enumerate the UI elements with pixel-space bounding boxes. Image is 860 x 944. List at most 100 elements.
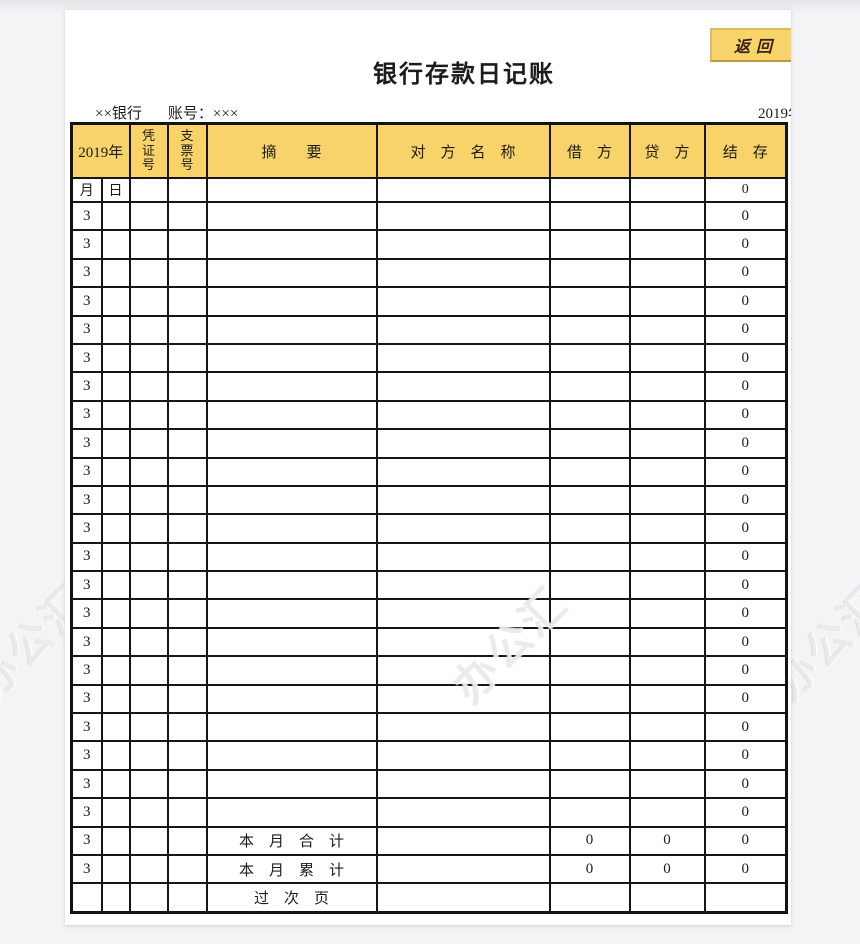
- cell-month[interactable]: 3: [70, 768, 103, 800]
- cell-summary[interactable]: [205, 541, 378, 573]
- cell-check[interactable]: [166, 200, 208, 232]
- cell-day[interactable]: [100, 768, 131, 800]
- cell-counterparty[interactable]: [375, 484, 551, 516]
- cell-balance[interactable]: 0: [703, 314, 788, 345]
- cell-debit[interactable]: [548, 797, 631, 828]
- cell-month[interactable]: 3: [70, 314, 103, 345]
- cell-debit[interactable]: [548, 740, 631, 771]
- cell-balance[interactable]: 0: [703, 740, 788, 771]
- header-cell-counterparty[interactable]: 对 方 名 称: [375, 122, 551, 179]
- cell-counterparty[interactable]: [375, 513, 551, 544]
- cell-voucher[interactable]: [128, 825, 169, 856]
- cell-balance[interactable]: 0: [703, 683, 788, 715]
- cell-balance[interactable]: 0: [703, 626, 788, 658]
- cell-check[interactable]: [166, 314, 208, 345]
- header-cell-credit[interactable]: 贷 方: [628, 122, 706, 179]
- cell-balance[interactable]: 0: [703, 655, 788, 686]
- cell-credit[interactable]: [628, 655, 706, 686]
- cell-month[interactable]: 3: [70, 342, 103, 374]
- cell-summary[interactable]: [205, 712, 378, 743]
- cell-debit[interactable]: [548, 342, 631, 374]
- cell-month[interactable]: 3: [70, 513, 103, 544]
- cell-check[interactable]: [166, 570, 208, 601]
- cell-counterparty[interactable]: [375, 712, 551, 743]
- cell-month[interactable]: 3: [70, 428, 103, 459]
- cell-month[interactable]: 3: [70, 484, 103, 516]
- cell-debit[interactable]: [548, 598, 631, 629]
- cell-check[interactable]: [166, 399, 208, 431]
- cell-summary[interactable]: [205, 513, 378, 544]
- cell-voucher[interactable]: [128, 428, 169, 459]
- cell-debit[interactable]: [548, 428, 631, 459]
- cell-check[interactable]: [166, 257, 208, 289]
- header-cell-balance[interactable]: 结 存: [703, 122, 788, 179]
- cell-day[interactable]: [100, 626, 131, 658]
- cell-check[interactable]: [166, 882, 208, 914]
- cell-month[interactable]: 3: [70, 797, 103, 828]
- cell-voucher[interactable]: [128, 626, 169, 658]
- cell-summary[interactable]: [205, 314, 378, 345]
- cell-counterparty[interactable]: [375, 541, 551, 573]
- cell-balance[interactable]: 0: [703, 456, 788, 487]
- cell-balance[interactable]: 0: [703, 712, 788, 743]
- cell-debit[interactable]: [548, 257, 631, 289]
- cell-label[interactable]: 本 月 合 计: [205, 825, 378, 856]
- cell-day[interactable]: [100, 655, 131, 686]
- cell-credit[interactable]: [628, 598, 706, 629]
- subheader-cell-debit[interactable]: [548, 177, 631, 203]
- cell-debit[interactable]: [548, 541, 631, 573]
- cell-voucher[interactable]: [128, 456, 169, 487]
- cell-check[interactable]: [166, 513, 208, 544]
- cell-check[interactable]: [166, 825, 208, 856]
- cell-counterparty[interactable]: [375, 200, 551, 232]
- cell-balance[interactable]: 0: [703, 825, 788, 856]
- cell-summary[interactable]: [205, 399, 378, 431]
- cell-debit[interactable]: [548, 399, 631, 431]
- cell-day[interactable]: [100, 712, 131, 743]
- cell-credit[interactable]: [628, 570, 706, 601]
- cell-check[interactable]: [166, 768, 208, 800]
- cell-counterparty[interactable]: [375, 456, 551, 487]
- cell-counterparty[interactable]: [375, 598, 551, 629]
- cell-summary[interactable]: [205, 683, 378, 715]
- cell-credit[interactable]: [628, 712, 706, 743]
- cell-voucher[interactable]: [128, 598, 169, 629]
- cell-check[interactable]: [166, 456, 208, 487]
- cell-check[interactable]: [166, 229, 208, 260]
- cell-voucher[interactable]: [128, 570, 169, 601]
- cell-summary[interactable]: [205, 257, 378, 289]
- cell-counterparty[interactable]: [375, 286, 551, 317]
- cell-credit[interactable]: [628, 286, 706, 317]
- cell-check[interactable]: [166, 797, 208, 828]
- cell-check[interactable]: [166, 541, 208, 573]
- cell-check[interactable]: [166, 740, 208, 771]
- cell-debit[interactable]: [548, 768, 631, 800]
- cell-check[interactable]: [166, 598, 208, 629]
- cell-check[interactable]: [166, 853, 208, 885]
- cell-summary[interactable]: [205, 768, 378, 800]
- cell-check[interactable]: [166, 683, 208, 715]
- cell-counterparty[interactable]: [375, 655, 551, 686]
- cell-summary[interactable]: [205, 456, 378, 487]
- cell-credit[interactable]: [628, 513, 706, 544]
- cell-credit[interactable]: [628, 541, 706, 573]
- cell-counterparty[interactable]: [375, 428, 551, 459]
- subheader-cell-credit[interactable]: [628, 177, 706, 203]
- cell-counterparty[interactable]: [375, 314, 551, 345]
- cell-debit[interactable]: [548, 371, 631, 402]
- subheader-cell-day[interactable]: 日: [100, 177, 131, 203]
- cell-month[interactable]: 3: [70, 200, 103, 232]
- cell-check[interactable]: [166, 428, 208, 459]
- cell-day[interactable]: [100, 570, 131, 601]
- cell-voucher[interactable]: [128, 882, 169, 914]
- cell-balance[interactable]: 0: [703, 286, 788, 317]
- cell-debit[interactable]: [548, 286, 631, 317]
- cell-balance[interactable]: 0: [703, 570, 788, 601]
- cell-counterparty[interactable]: [375, 768, 551, 800]
- header-cell-debit[interactable]: 借 方: [548, 122, 631, 179]
- cell-day[interactable]: [100, 371, 131, 402]
- cell-balance[interactable]: 0: [703, 229, 788, 260]
- cell-summary[interactable]: [205, 655, 378, 686]
- cell-summary[interactable]: [205, 626, 378, 658]
- cell-check[interactable]: [166, 712, 208, 743]
